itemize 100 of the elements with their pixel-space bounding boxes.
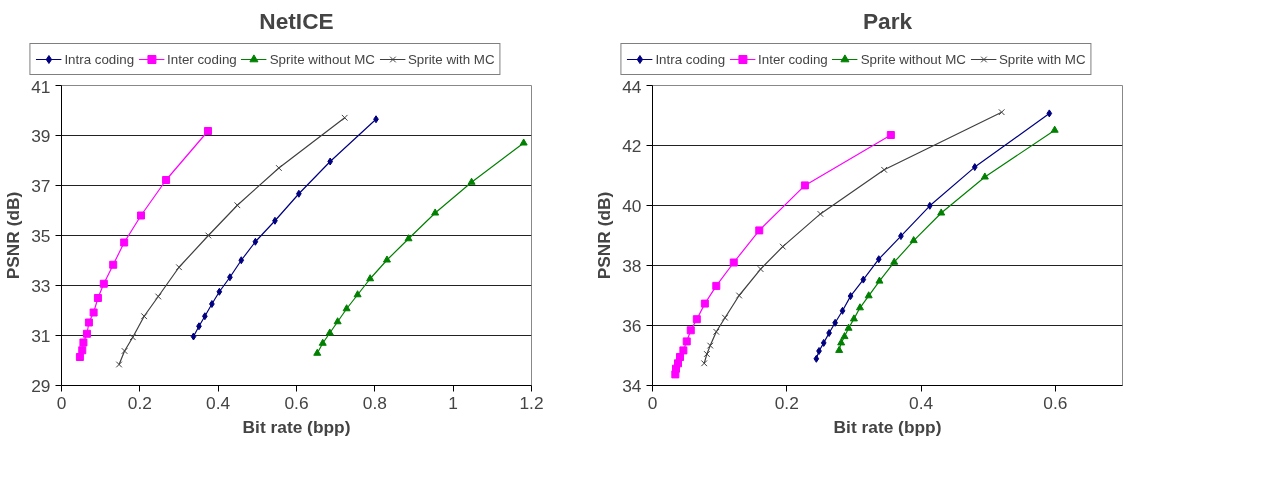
point xyxy=(325,328,334,336)
y-tick-label: 37 xyxy=(31,175,51,196)
point xyxy=(140,312,148,320)
point xyxy=(860,275,867,284)
point xyxy=(890,257,899,265)
point xyxy=(162,176,171,184)
point xyxy=(980,172,989,180)
point xyxy=(366,274,375,282)
point xyxy=(89,308,98,317)
point xyxy=(816,347,822,355)
y-axis-title: PSNR (dB) xyxy=(594,191,615,280)
point xyxy=(875,276,884,284)
point xyxy=(679,346,688,355)
point xyxy=(120,238,129,247)
chart-title: NetICE xyxy=(259,7,334,34)
y-tick-label: 31 xyxy=(31,325,51,346)
point xyxy=(926,201,933,210)
y-tick-label: 34 xyxy=(622,375,642,396)
point xyxy=(839,306,846,315)
point xyxy=(817,210,824,218)
x-tick-label: 0.8 xyxy=(362,392,387,413)
x-tick-label: 0.2 xyxy=(127,392,152,413)
point xyxy=(203,127,212,135)
point xyxy=(721,314,729,322)
x-tick-label: 1 xyxy=(448,392,458,413)
point xyxy=(682,337,691,346)
point xyxy=(137,211,146,220)
point xyxy=(175,263,183,271)
point xyxy=(234,201,241,209)
x-tick-label: 0.6 xyxy=(1043,392,1068,413)
x-tick-label: 1.2 xyxy=(519,392,544,413)
y-tick-label: 44 xyxy=(622,76,642,97)
point xyxy=(844,323,853,331)
x-axis-title: Bit rate (bpp) xyxy=(833,416,942,437)
point xyxy=(712,281,721,290)
y-tick-label: 36 xyxy=(622,315,642,336)
point xyxy=(735,292,743,299)
y-tick-label: 41 xyxy=(31,76,51,97)
point xyxy=(382,255,391,263)
y-axis-title: PSNR (dB) xyxy=(3,191,24,280)
x-tick-label: 0 xyxy=(647,392,658,413)
point xyxy=(712,328,720,336)
point xyxy=(864,291,873,299)
point xyxy=(333,317,342,325)
x-axis-title: Bit rate (bpp) xyxy=(242,416,351,437)
point xyxy=(755,226,764,235)
y-tick-label: 42 xyxy=(622,135,642,156)
x-tick-label: 0.6 xyxy=(284,392,309,413)
point xyxy=(886,131,895,139)
point xyxy=(431,208,440,216)
point xyxy=(835,345,844,353)
point xyxy=(115,361,123,368)
point xyxy=(216,287,223,296)
point xyxy=(129,333,137,341)
point xyxy=(1050,125,1059,133)
point xyxy=(209,300,215,308)
point xyxy=(849,314,858,322)
point xyxy=(855,303,864,311)
point xyxy=(703,350,711,358)
point xyxy=(686,326,695,335)
point xyxy=(327,157,334,166)
point xyxy=(93,294,102,302)
point xyxy=(99,279,108,288)
point xyxy=(826,329,832,337)
point xyxy=(190,332,197,341)
point xyxy=(84,318,93,327)
y-tick-label: 40 xyxy=(622,195,642,216)
point xyxy=(837,338,846,346)
point xyxy=(238,256,245,265)
point xyxy=(692,315,701,324)
point xyxy=(971,163,978,172)
point xyxy=(75,353,84,361)
point xyxy=(779,243,787,250)
point xyxy=(909,236,918,244)
point xyxy=(700,359,708,367)
point xyxy=(847,292,854,301)
legend-label: Intra coding xyxy=(64,51,135,67)
legend-label: Sprite with MC xyxy=(998,51,1086,67)
legend-label: Inter coding xyxy=(167,51,237,67)
point xyxy=(880,166,888,174)
point xyxy=(467,177,476,185)
point xyxy=(353,290,362,298)
point xyxy=(79,338,88,347)
point xyxy=(342,304,351,312)
point xyxy=(318,338,327,346)
y-tick-label: 29 xyxy=(31,375,51,396)
point xyxy=(937,208,946,216)
point xyxy=(729,258,738,267)
y-tick-label: 33 xyxy=(31,275,51,296)
point xyxy=(519,138,528,146)
x-tick-label: 0.2 xyxy=(774,392,799,413)
legend-label: Sprite without MC xyxy=(860,51,966,67)
y-tick-label: 35 xyxy=(31,225,51,246)
point xyxy=(109,260,118,269)
point xyxy=(252,237,259,246)
point xyxy=(205,232,212,239)
point xyxy=(404,234,413,242)
point xyxy=(875,255,882,264)
x-tick-label: 0.4 xyxy=(909,392,934,413)
point xyxy=(820,338,827,347)
